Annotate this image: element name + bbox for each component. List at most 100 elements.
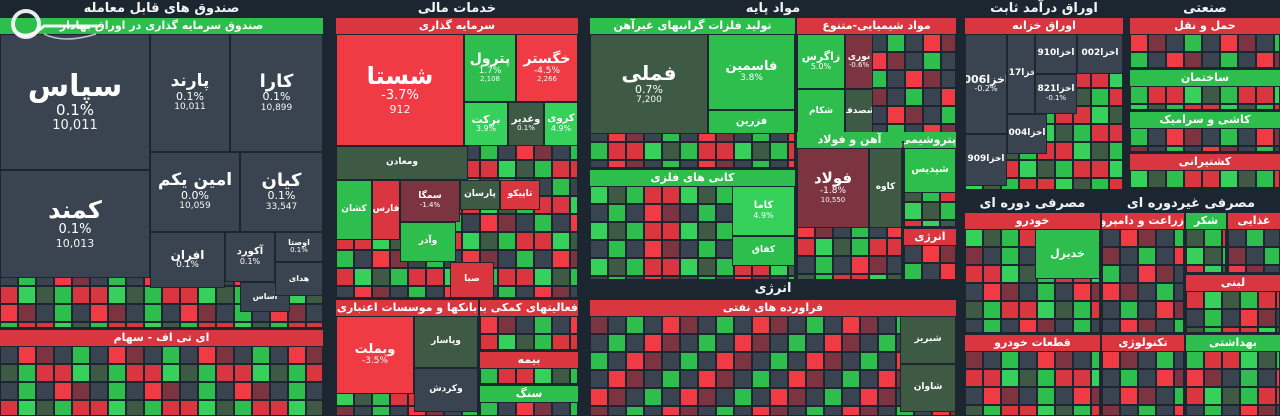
small-stock-tile[interactable] <box>1174 247 1184 265</box>
small-stock-tile[interactable] <box>716 352 734 370</box>
small-stock-tile[interactable] <box>270 400 288 416</box>
small-stock-tile[interactable] <box>752 406 770 416</box>
small-stock-tile[interactable] <box>1120 319 1138 333</box>
small-stock-tile[interactable] <box>608 370 626 388</box>
small-stock-tile[interactable] <box>752 388 770 406</box>
small-stock-tile[interactable] <box>806 316 824 334</box>
small-stock-tile[interactable] <box>1240 387 1258 405</box>
small-stock-tile[interactable] <box>1055 319 1073 333</box>
small-stock-tile[interactable] <box>788 352 806 370</box>
small-stock-tile[interactable] <box>1186 247 1204 265</box>
small-stock-tile[interactable] <box>1202 104 1220 110</box>
small-stock-tile[interactable] <box>1055 369 1073 387</box>
small-stock-tile[interactable] <box>162 286 180 304</box>
small-stock-tile[interactable] <box>1055 387 1073 405</box>
small-stock-tile[interactable] <box>1037 301 1055 319</box>
small-stock-tile[interactable] <box>126 382 144 400</box>
small-stock-tile[interactable] <box>734 142 752 160</box>
small-stock-tile[interactable] <box>941 34 956 52</box>
small-stock-tile[interactable] <box>626 388 644 406</box>
small-stock-tile[interactable] <box>552 214 570 232</box>
small-stock-tile[interactable] <box>1202 146 1220 152</box>
small-stock-tile[interactable] <box>608 316 626 334</box>
small-stock-tile[interactable] <box>354 406 372 416</box>
stock-tile[interactable]: فولاد -1.8% 10,550 <box>797 148 869 228</box>
stock-tile[interactable]: کمند 0.1% 10,013 <box>0 170 150 278</box>
small-stock-tile[interactable] <box>860 370 878 388</box>
small-stock-tile[interactable] <box>904 202 922 220</box>
small-stock-tile[interactable] <box>983 369 1001 387</box>
small-stock-tile[interactable] <box>1130 34 1148 52</box>
small-stock-tile[interactable] <box>90 346 108 364</box>
small-stock-tile[interactable] <box>1073 283 1091 301</box>
stock-tile[interactable]: شاوان <box>900 364 956 412</box>
small-stock-tile[interactable] <box>752 160 770 168</box>
small-stock-tile[interactable] <box>590 240 608 258</box>
small-stock-tile[interactable] <box>965 405 983 416</box>
small-stock-tile[interactable] <box>252 400 270 416</box>
industry-block[interactable]: غذایی <box>1228 213 1280 273</box>
small-stock-tile[interactable] <box>270 346 288 364</box>
small-stock-tile[interactable] <box>1156 369 1174 387</box>
small-stock-tile[interactable] <box>1019 319 1037 333</box>
small-stock-tile[interactable] <box>1019 301 1037 319</box>
small-stock-tile[interactable] <box>36 322 54 328</box>
small-stock-tile[interactable] <box>1238 128 1256 146</box>
small-stock-tile[interactable] <box>90 286 108 304</box>
sector-block[interactable]: انرژی فراورده های نفتی شبریز شاوان <box>590 280 956 416</box>
small-stock-tile[interactable] <box>788 276 795 280</box>
small-stock-tile[interactable] <box>1220 52 1238 68</box>
small-stock-tile[interactable] <box>354 250 372 268</box>
small-stock-tile[interactable] <box>680 222 698 240</box>
small-stock-tile[interactable] <box>216 364 234 382</box>
small-stock-tile[interactable] <box>1130 188 1148 190</box>
industry-block[interactable]: صندوق سرمایه گذاری در اوراق بهادار سپاس 0.… <box>0 18 323 328</box>
small-stock-tile[interactable] <box>734 160 752 168</box>
small-stock-tile[interactable] <box>1264 229 1280 247</box>
small-stock-tile[interactable] <box>608 334 626 352</box>
stock-tile[interactable]: وبملت -3.5% <box>336 316 414 394</box>
small-stock-tile[interactable] <box>878 406 896 416</box>
small-stock-tile[interactable] <box>680 370 698 388</box>
small-stock-tile[interactable] <box>72 286 90 304</box>
small-stock-tile[interactable] <box>608 222 626 240</box>
small-stock-tile[interactable] <box>788 142 795 160</box>
small-stock-tile[interactable] <box>534 334 552 350</box>
small-stock-tile[interactable] <box>590 370 608 388</box>
small-stock-tile[interactable] <box>644 276 662 280</box>
small-stock-tile[interactable] <box>626 316 644 334</box>
small-stock-tile[interactable] <box>36 346 54 364</box>
small-stock-tile[interactable] <box>1091 319 1100 333</box>
industry-block[interactable]: ای تی اف - سهام <box>0 330 323 416</box>
small-stock-tile[interactable] <box>1091 283 1100 301</box>
small-stock-tile[interactable] <box>770 276 788 280</box>
small-stock-tile[interactable] <box>1184 52 1202 68</box>
small-stock-tile[interactable] <box>860 334 878 352</box>
small-stock-tile[interactable] <box>372 268 390 286</box>
stock-tile[interactable]: خگستر -4.5% 2,266 <box>516 34 578 102</box>
small-stock-tile[interactable] <box>698 316 716 334</box>
small-stock-tile[interactable] <box>480 316 498 334</box>
small-stock-tile[interactable] <box>1055 160 1073 178</box>
small-stock-tile[interactable] <box>1276 369 1280 387</box>
small-stock-tile[interactable] <box>608 240 626 258</box>
small-stock-tile[interactable] <box>1138 351 1156 369</box>
small-stock-tile[interactable] <box>1228 229 1246 247</box>
small-stock-tile[interactable] <box>1001 301 1019 319</box>
stock-tile[interactable]: فملی 0.7% 7,200 <box>590 34 708 134</box>
small-stock-tile[interactable] <box>680 316 698 334</box>
small-stock-tile[interactable] <box>644 406 662 416</box>
small-stock-tile[interactable] <box>1019 178 1037 190</box>
small-stock-tile[interactable] <box>590 316 608 334</box>
small-stock-tile[interactable] <box>1055 178 1073 190</box>
small-stock-tile[interactable] <box>1102 229 1120 247</box>
small-stock-tile[interactable] <box>1174 301 1184 319</box>
small-stock-tile[interactable] <box>842 352 860 370</box>
small-stock-tile[interactable] <box>824 406 842 416</box>
sector-block[interactable]: خدمات مالی سرمایه گذاری شستا -3.7% 912 پترول 1… <box>336 0 578 416</box>
stock-tile[interactable]: اخزا004 <box>1007 114 1047 154</box>
small-stock-tile[interactable] <box>570 214 578 232</box>
small-stock-tile[interactable] <box>252 364 270 382</box>
small-stock-tile[interactable] <box>770 316 788 334</box>
small-stock-tile[interactable] <box>1204 229 1222 247</box>
